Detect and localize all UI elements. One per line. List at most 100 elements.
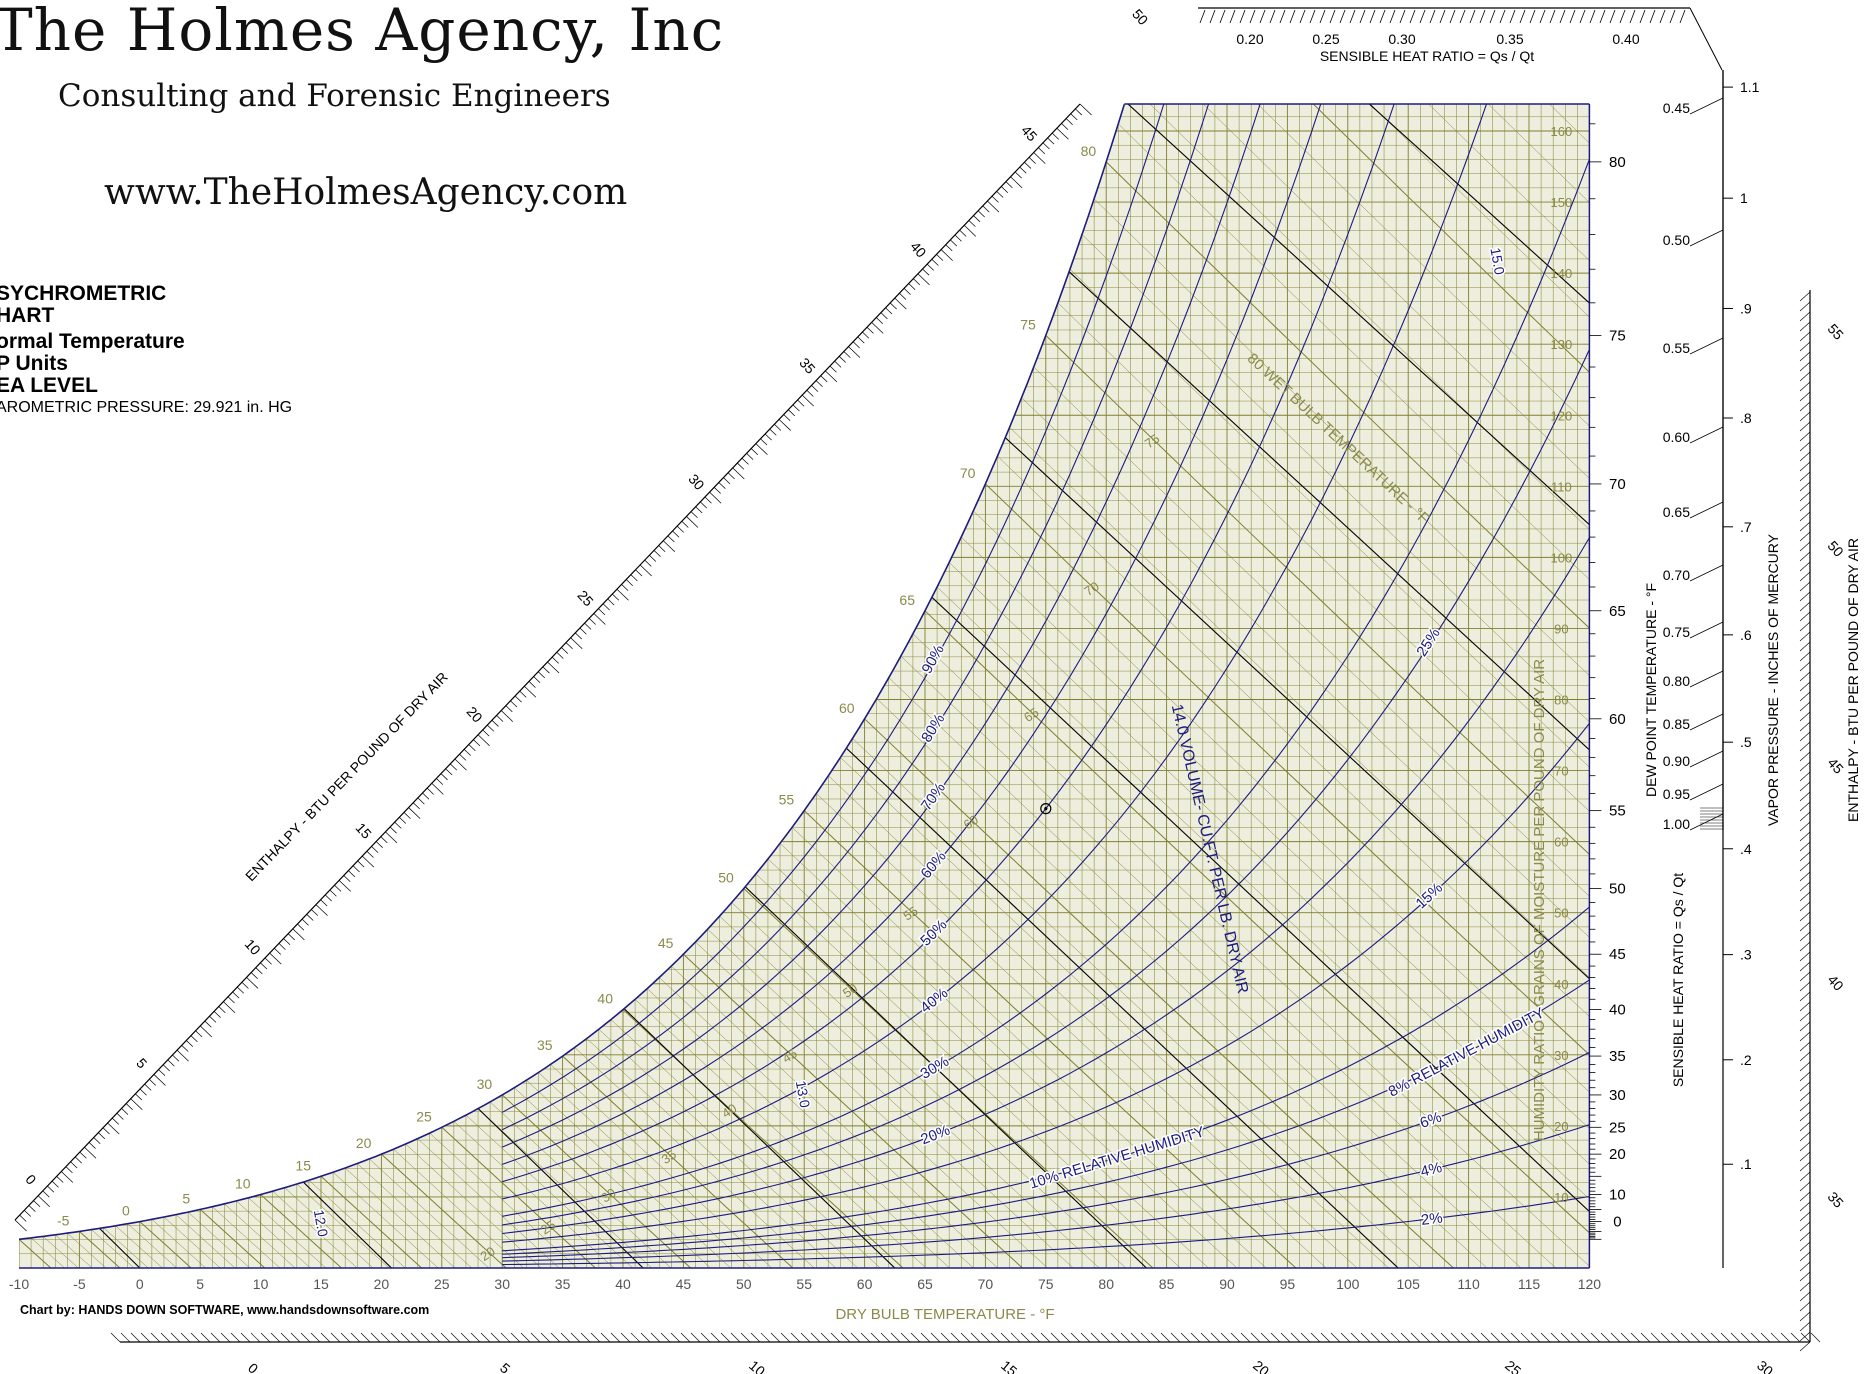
- enthalpy-bottom-tick: [780, 1332, 791, 1343]
- enthalpy-right-tick: [1799, 441, 1811, 452]
- enthalpy-bottom-tick: [1720, 1332, 1731, 1343]
- dry-bulb-tick-label: 110: [1457, 1276, 1480, 1292]
- enthalpy-left-tick: [487, 724, 495, 732]
- enthalpy-right-tick: [1799, 561, 1811, 572]
- enthalpy-left-tick: [514, 695, 522, 703]
- humidity-ratio-label: 30: [1554, 1048, 1568, 1063]
- enthalpy-left-tick: [468, 744, 476, 751]
- enthalpy-left-tick: [246, 977, 259, 989]
- enthalpy-left-tick: [649, 554, 657, 562]
- enthalpy-bottom-tick: [110, 1332, 121, 1343]
- wet-bulb-line: [79, 1231, 225, 1268]
- dry-bulb-tick-label: 35: [555, 1276, 571, 1292]
- saturation-temp-label: 50: [718, 869, 734, 885]
- enthalpy-bottom-tick: [1790, 1332, 1801, 1343]
- enthalpy-left-label: 30: [685, 471, 707, 493]
- humidity-ratio-label: 140: [1551, 266, 1573, 281]
- enthalpy-right-tick: [1799, 1221, 1811, 1232]
- enthalpy-bottom-tick: [1010, 1332, 1021, 1343]
- enthalpy-bottom-tick: [720, 1332, 731, 1343]
- enthalpy-left-tick: [880, 312, 888, 320]
- enthalpy-bottom-tick: [550, 1332, 561, 1343]
- enthalpy-left-tick: [204, 1020, 212, 1028]
- enthalpy-bottom-tick: [790, 1332, 801, 1343]
- shr-top-tick: [1319, 9, 1326, 24]
- enthalpy-left-tick: [477, 734, 490, 747]
- enthalpy-right-tick: [1799, 451, 1811, 462]
- enthalpy-bottom-tick: [1410, 1332, 1421, 1343]
- enthalpy-right-tick: [1799, 1291, 1811, 1302]
- enthalpy-left-tick: [1047, 137, 1055, 145]
- saturation-temp-label: 25: [416, 1108, 432, 1124]
- humidity-ratio-label: 60: [1554, 835, 1568, 850]
- enthalpy-left-tick: [362, 855, 375, 868]
- enthalpy-bottom-tick: [1800, 1332, 1811, 1343]
- enthalpy-left-tick: [741, 457, 749, 465]
- enthalpy-left-tick: [450, 763, 458, 771]
- enthalpy-left-tick: [139, 1088, 147, 1096]
- saturation-temp-label: 5: [182, 1190, 190, 1206]
- wet-bulb-label: 35: [659, 1147, 679, 1167]
- vapor-pressure-label: .6: [1740, 627, 1752, 643]
- enthalpy-left-tick: [320, 899, 328, 907]
- shr-top-tick: [1359, 9, 1366, 24]
- enthalpy-bottom-tick: [1670, 1332, 1681, 1343]
- enthalpy-right-tick: [1799, 1021, 1811, 1032]
- relative-humidity-line: [501, 104, 1590, 1131]
- enthalpy-right-tick: [1799, 871, 1811, 882]
- wet-bulb-line: [659, 977, 1071, 1268]
- dry-bulb-tick-label: 65: [917, 1276, 933, 1292]
- enthalpy-left-tick: [607, 598, 615, 606]
- enthalpy-left-tick: [389, 826, 397, 834]
- shr-right-label: 0.60: [1663, 429, 1690, 445]
- enthalpy-left-tick: [422, 792, 430, 800]
- enthalpy-left-tick: [686, 516, 699, 528]
- enthalpy-bottom-tick: [1080, 1332, 1091, 1343]
- enthalpy-bottom-tick: [250, 1332, 261, 1343]
- enthalpy-left-tick: [987, 200, 1000, 213]
- enthalpy-left-tick: [936, 254, 944, 261]
- enthalpy-bottom-tick: [700, 1332, 711, 1343]
- shr-right-tick: [1689, 229, 1724, 247]
- enthalpy-left-label: 15: [353, 820, 375, 842]
- enthalpy-left-tick: [727, 472, 735, 480]
- wet-bulb-line: [707, 929, 1167, 1268]
- enthalpy-right-tick: [1799, 601, 1811, 612]
- wet-bulb-line: [961, 536, 1590, 1174]
- enthalpy-right-tick: [1799, 921, 1811, 932]
- shr-right-title: SENSIBLE HEAT RATIO = Qs / Qt: [1670, 873, 1686, 1087]
- enthalpy-bottom-label: 10: [746, 1357, 768, 1374]
- shr-top-tick: [1429, 9, 1436, 24]
- wet-bulb-line: [429, 1132, 672, 1268]
- volume-label: 12.0: [311, 1208, 332, 1238]
- wet-bulb-line: [127, 1223, 273, 1268]
- dew-point-tick-label: 40: [1609, 1002, 1626, 1019]
- dry-bulb-tick-label: 95: [1280, 1276, 1296, 1292]
- shr-top-tick: [1259, 9, 1266, 24]
- enthalpy-right-tick: [1799, 421, 1811, 432]
- enthalpy-bottom-tick: [850, 1332, 861, 1343]
- enthalpy-left-tick: [436, 778, 444, 785]
- enthalpy-right-tick: [1799, 1101, 1811, 1112]
- enthalpy-right-tick: [1799, 571, 1811, 582]
- enthalpy-left-tick: [1051, 132, 1059, 140]
- enthalpy-bottom-tick: [630, 1332, 641, 1343]
- enthalpy-left-tick: [102, 1127, 110, 1135]
- enthalpy-left-label: 45: [1018, 122, 1040, 144]
- enthalpy-left-tick: [676, 525, 684, 533]
- wet-bulb-line: [393, 1149, 612, 1268]
- enthalpy-bottom-tick: [750, 1332, 761, 1343]
- enthalpy-bottom-tick: [1330, 1332, 1341, 1343]
- wet-bulb-line: [985, 483, 1590, 1100]
- humidity-ratio-label: 130: [1551, 337, 1573, 352]
- enthalpy-right-tick: [1799, 1121, 1811, 1132]
- wet-bulb-line: [1154, 104, 1590, 473]
- enthalpy-right-tick: [1799, 1001, 1811, 1012]
- shr-top-tick: [1419, 9, 1426, 24]
- enthalpy-left-tick: [852, 341, 860, 349]
- enthalpy-left-label: 5: [133, 1055, 150, 1072]
- enthalpy-right-tick: [1799, 411, 1811, 422]
- enthalpy-bottom-tick: [690, 1332, 701, 1343]
- enthalpy-bottom-tick: [500, 1332, 511, 1343]
- enthalpy-left-tick: [866, 326, 874, 334]
